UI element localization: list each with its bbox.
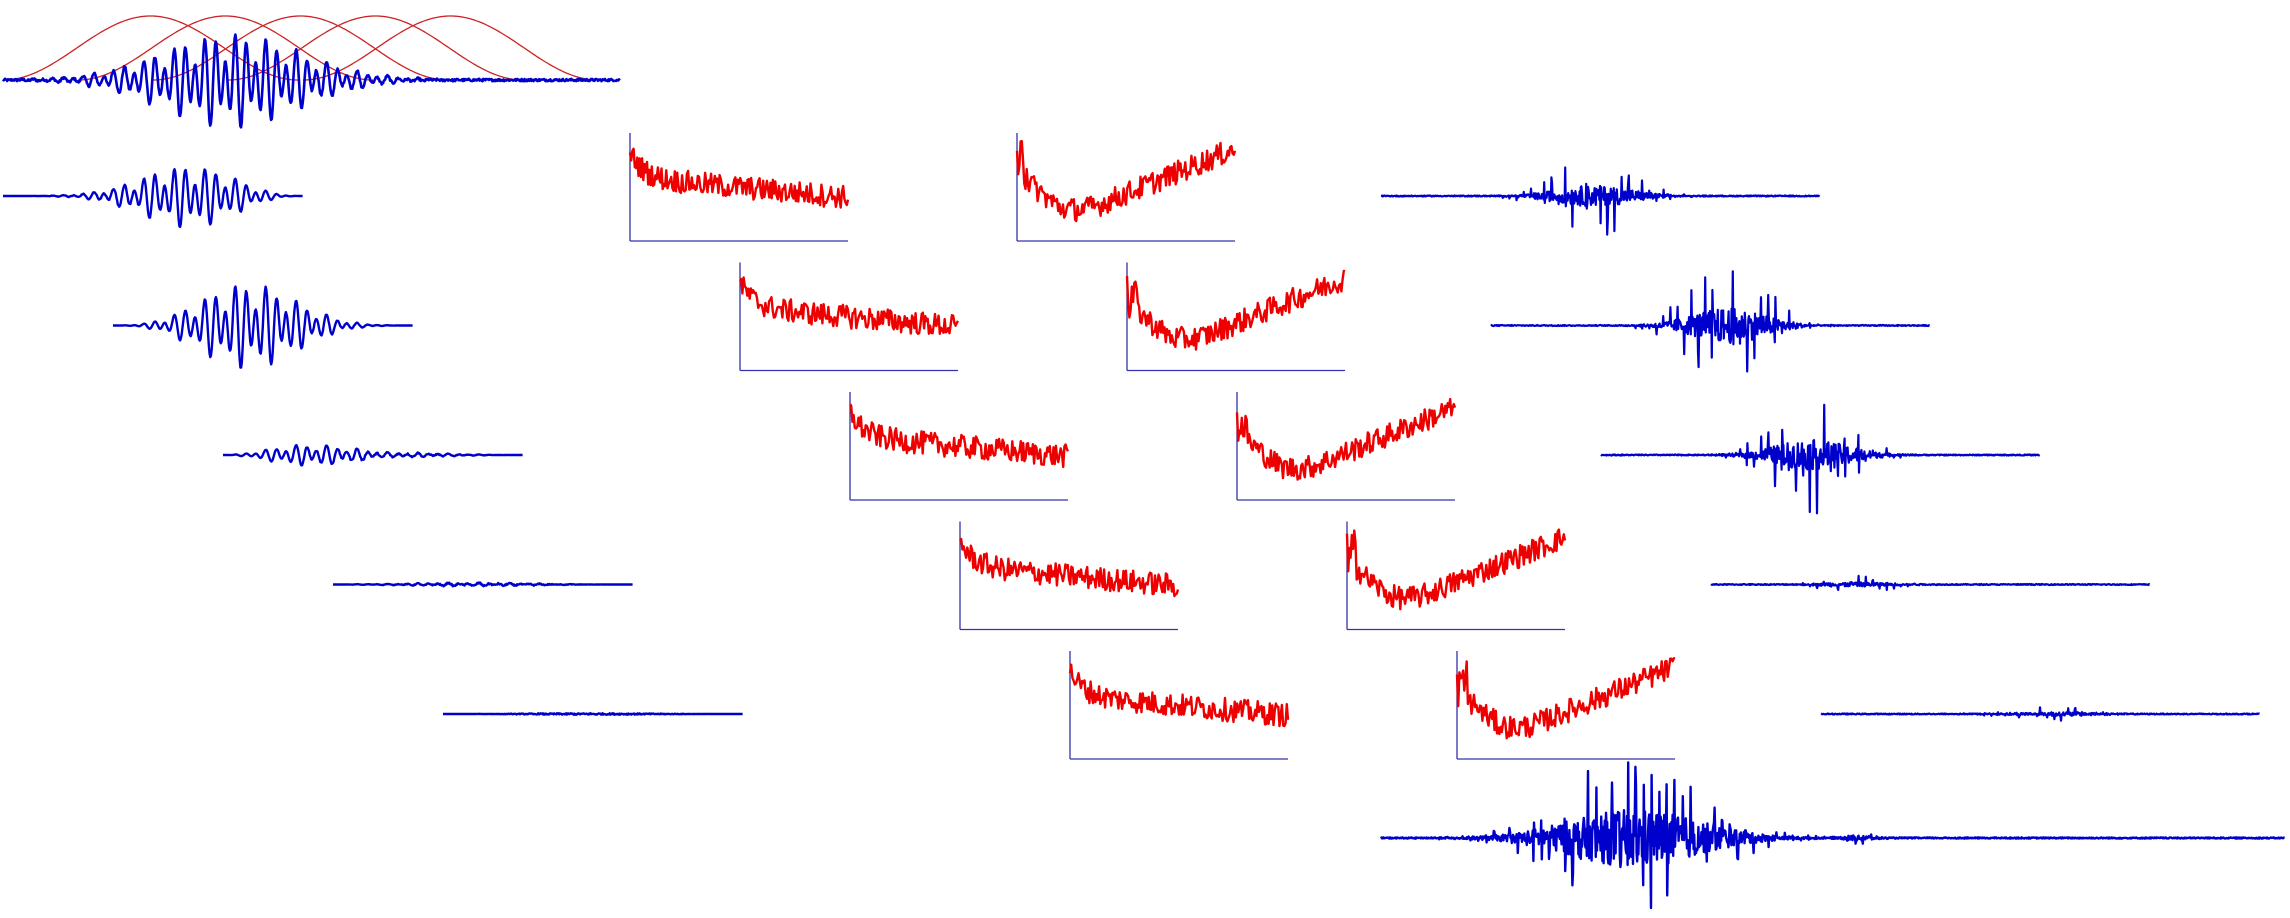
spectrum-curve [1068,663,1290,728]
spectrum-curve [1015,140,1237,223]
hann-window-5 [303,15,598,81]
spectrum-panel-2-5 [1455,651,1676,760]
spectrum-panel-1-1 [628,133,850,242]
spectrum-curve [1125,269,1346,351]
spectrum-panel-1-5 [1068,651,1290,760]
processed-segment-1 [1380,166,1821,236]
spectrum-panel-2-1 [1015,133,1237,242]
hann-window-4 [228,15,523,81]
spectrum-panel-2-4 [1345,521,1567,631]
spectrum-panel-1-3 [849,392,1070,501]
spectrum-panel-1-2 [738,262,960,372]
spectrum-panel-2-3 [1235,392,1457,501]
output-waveform [1379,761,2286,910]
windowed-segment-5 [442,712,744,716]
output-signal [1379,761,2286,910]
processed-segment-5 [1820,706,2261,722]
spectrum-panel-2-2 [1125,262,1346,372]
hann-windows [3,15,598,81]
spectrum-panel-1-4 [958,521,1180,631]
spectra-panels [628,133,1676,760]
spectrum-curve [738,276,960,335]
hann-window-2 [78,15,373,81]
input-signal [1,33,621,129]
processed-segment-2 [1490,270,1931,373]
processed-segment-3 [1600,403,2041,515]
windowed-segment-1 [2,168,304,228]
processed-segment-4 [1710,574,2151,591]
spectrum-curve [849,403,1070,469]
windowed-segments [2,168,744,716]
spectrum-curve [628,147,850,209]
windowed-segment-4 [332,581,634,588]
spectrum-curve [1455,657,1676,740]
spectrum-curve [1235,397,1457,481]
spectrum-curve [958,537,1180,598]
spectrum-curve [1345,528,1567,611]
windowed-segment-3 [222,444,524,467]
input-waveform [1,33,621,129]
processed-segments [1380,166,2261,722]
windowed-segment-2 [112,285,414,369]
